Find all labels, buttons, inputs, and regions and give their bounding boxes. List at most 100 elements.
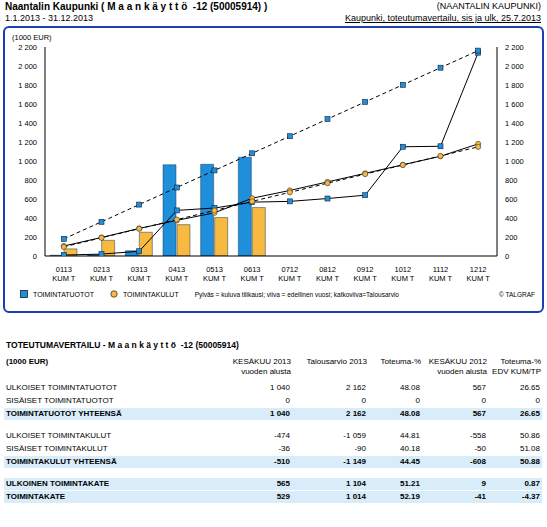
html-text:© TALGRAF: © TALGRAF (499, 291, 535, 298)
html-text:KESÄKUU 2013: KESÄKUU 2013 (232, 357, 291, 366)
svg-text:1 800: 1 800 (18, 81, 37, 90)
html-text:ULKOINEN TOIMINTAKATE: ULKOINEN TOIMINTAKATE (6, 479, 110, 488)
html-text:-90: -90 (354, 444, 366, 453)
svg-text:0213KUM T: 0213KUM T (90, 265, 114, 283)
html-text:ULKOISET TOIMINTAKULUT: ULKOISET TOIMINTAKULUT (6, 431, 112, 440)
html-text:SISÄISET TOIMINTAKULUT: SISÄISET TOIMINTAKULUT (6, 444, 108, 453)
html-text:1 014: 1 014 (346, 492, 366, 501)
html-text:51.08: 51.08 (520, 444, 540, 453)
html-text:ULKOISET TOIMINTATUOTOT: ULKOISET TOIMINTATUOTOT (6, 383, 118, 392)
svg-text:400: 400 (24, 214, 37, 223)
html-text:529: 529 (276, 492, 290, 501)
html-text:44.81: 44.81 (400, 431, 420, 440)
html-text:0.87: 0.87 (524, 479, 540, 488)
svg-text:2 200: 2 200 (18, 43, 37, 52)
svg-text:200: 200 (505, 233, 518, 242)
svg-text:0: 0 (33, 252, 37, 261)
svg-text:0: 0 (505, 252, 509, 261)
html-text:TOIMINTATUOTOT YHTEENSÄ: TOIMINTATUOTOT YHTEENSÄ (6, 409, 122, 418)
svg-text:1212KUM T: 1212KUM T (467, 265, 491, 283)
svg-text:1 400: 1 400 (505, 119, 524, 128)
svg-text:0513KUM T: 0513KUM T (203, 265, 227, 283)
html-text:0: 0 (285, 396, 290, 405)
html-text:-474: -474 (274, 431, 290, 440)
html-text:26.65: 26.65 (520, 409, 540, 418)
html-text:26.65: 26.65 (520, 383, 540, 392)
html-text:1.1.2013 - 31.12.2013: 1.1.2013 - 31.12.2013 (5, 13, 94, 23)
svg-text:1 400: 1 400 (18, 119, 37, 128)
html-text:50.86: 50.86 (520, 431, 540, 440)
html-text:-1 059: -1 059 (343, 431, 366, 440)
svg-text:1 000: 1 000 (18, 157, 37, 166)
svg-text:0712KUM T: 0712KUM T (278, 265, 302, 283)
html-text:-41: -41 (474, 492, 486, 501)
svg-text:0812KUM T: 0812KUM T (316, 265, 340, 283)
html-text:-50: -50 (474, 444, 486, 453)
html-text:Talousarvio 2013: Talousarvio 2013 (306, 357, 367, 366)
html-text:-558: -558 (470, 431, 486, 440)
html-text:50.88: 50.88 (520, 457, 540, 466)
svg-text:1112KUM T: 1112KUM T (429, 265, 453, 283)
html-text:Toteuma-%: Toteuma-% (500, 357, 541, 366)
html-text:0: 0 (415, 396, 420, 405)
html-text:51.21: 51.21 (400, 479, 420, 488)
svg-text:1 000: 1 000 (505, 157, 524, 166)
html-text:2 162: 2 162 (346, 409, 366, 418)
html-text:1 040: 1 040 (270, 409, 290, 418)
html-text:52.19: 52.19 (400, 492, 420, 501)
html-text:1 104: 1 104 (346, 479, 366, 488)
svg-text:1 200: 1 200 (18, 138, 37, 147)
html-text:Toteuma-%: Toteuma-% (380, 357, 421, 366)
html-text:vuoden alusta: vuoden alusta (241, 367, 291, 376)
html-text:TOIMINTAKATE: TOIMINTAKATE (6, 492, 66, 501)
html-text:-36: -36 (278, 444, 290, 453)
svg-text:2 200: 2 200 (505, 43, 524, 52)
svg-text:2 000: 2 000 (18, 62, 37, 71)
html-text:(1000 EUR): (1000 EUR) (6, 357, 49, 366)
svg-text:800: 800 (505, 176, 518, 185)
html-text:vuoden alusta: vuoden alusta (437, 367, 487, 376)
svg-text:1 800: 1 800 (505, 81, 524, 90)
html-text:0: 0 (361, 396, 366, 405)
html-text:-608: -608 (470, 457, 486, 466)
svg-text:1 600: 1 600 (18, 100, 37, 109)
html-text:-1 149: -1 149 (343, 457, 366, 466)
svg-text:0613KUM T: 0613KUM T (241, 265, 265, 283)
html-text:(1000 EUR): (1000 EUR) (12, 33, 52, 42)
html-text:TOIMINTATUOTOT: TOIMINTATUOTOT (33, 290, 94, 298)
html-text:48.08: 48.08 (400, 383, 420, 392)
html-text:-510: -510 (274, 457, 290, 466)
html-text:48.08: 48.08 (400, 409, 420, 418)
svg-text:2 000: 2 000 (505, 62, 524, 71)
html-text:KESÄKUU 2012: KESÄKUU 2012 (428, 357, 487, 366)
svg-text:0912KUM T: 0912KUM T (354, 265, 378, 283)
html-text:565: 565 (276, 479, 290, 488)
html-text:Naantalin Kaupunki ( M a a n k: Naantalin Kaupunki ( M a a n k ä y t t ö… (5, 1, 268, 12)
html-text:Kaupunki, toteutumavertailu, s: Kaupunki, toteutumavertailu, sis ja ulk,… (344, 13, 541, 23)
svg-text:1 600: 1 600 (505, 100, 524, 109)
html-text:-4.37: -4.37 (521, 492, 540, 501)
svg-text:0113KUM T: 0113KUM T (52, 265, 76, 283)
svg-text:1 200: 1 200 (505, 138, 524, 147)
html-text:(NAANTALIN KAUPUNKI): (NAANTALIN KAUPUNKI) (436, 1, 541, 11)
html-text:40.18: 40.18 (400, 444, 420, 453)
html-text:44.45: 44.45 (400, 457, 420, 466)
html-text:EDV KUM/TP: EDV KUM/TP (492, 367, 541, 376)
html-text:567: 567 (472, 409, 486, 418)
svg-text:800: 800 (24, 176, 37, 185)
svg-text:400: 400 (505, 214, 518, 223)
svg-text:1012KUM T: 1012KUM T (391, 265, 415, 283)
svg-text:200: 200 (24, 233, 37, 242)
html-text:2 162: 2 162 (346, 383, 366, 392)
html-text:TOTEUTUMAVERTAILU - M a a n k: TOTEUTUMAVERTAILU - M a a n k ä y t t ö … (6, 340, 239, 350)
svg-text:0313KUM T: 0313KUM T (128, 265, 152, 283)
svg-text:0413KUM T: 0413KUM T (165, 265, 189, 283)
html-text:Pylväs = kuluva tilikausi; vii: Pylväs = kuluva tilikausi; viiva = edell… (194, 290, 399, 298)
svg-text:600: 600 (24, 195, 37, 204)
html-text:567: 567 (472, 383, 486, 392)
html-text:1 040: 1 040 (270, 383, 290, 392)
svg-text:600: 600 (505, 195, 518, 204)
html-text:TOIMINTAKULUT YHTEENSÄ: TOIMINTAKULUT YHTEENSÄ (6, 457, 117, 466)
html-text:SISÄISET TOIMINTATUOTOT: SISÄISET TOIMINTATUOTOT (6, 396, 114, 405)
html-text:TOIMINTAKULUT: TOIMINTAKULUT (122, 290, 179, 298)
